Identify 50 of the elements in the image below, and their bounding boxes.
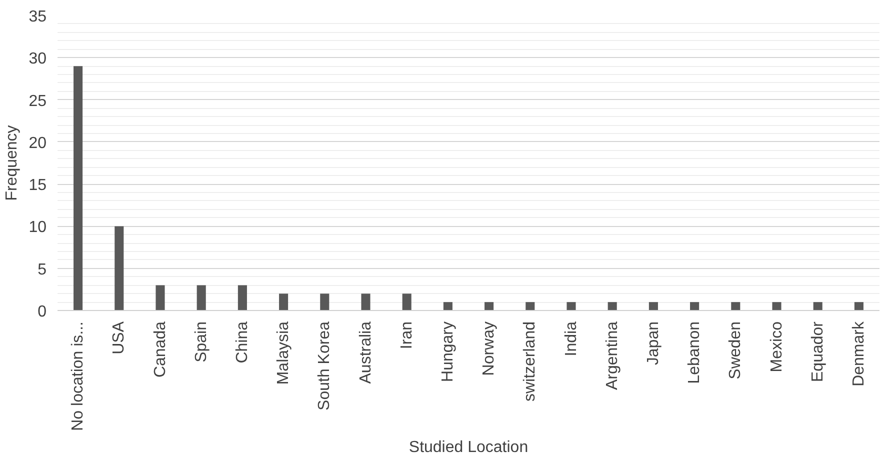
bar — [74, 66, 83, 310]
bar — [361, 294, 370, 310]
y-tick-label: 30 — [28, 50, 47, 68]
x-tick-label: Denmark — [850, 320, 868, 386]
y-tick-label: 35 — [28, 8, 47, 26]
bar — [731, 302, 740, 310]
y-tick-label: 25 — [28, 92, 47, 110]
bar — [114, 226, 124, 310]
bar — [238, 285, 247, 310]
bar — [608, 302, 617, 310]
x-tick-label: South Korea — [316, 321, 334, 410]
y-tick-label: 20 — [28, 134, 47, 152]
x-tick-label: Lebanon — [686, 321, 704, 384]
bar — [320, 294, 330, 310]
bar — [196, 285, 206, 310]
x-tick-label: Spain — [192, 322, 210, 362]
y-tick-label: 5 — [38, 261, 47, 278]
x-tick-label: Australia — [357, 321, 374, 384]
bar — [813, 302, 822, 310]
bar — [402, 294, 412, 310]
x-tick-label: Sweden — [727, 321, 744, 380]
x-tick-label: Canada — [152, 321, 169, 378]
x-axis-title: Studied Location — [408, 438, 528, 456]
x-tick-label: Malaysia — [275, 321, 292, 385]
x-tick-label: switzerland — [522, 322, 539, 402]
x-tick-label: Equador — [809, 320, 826, 382]
x-tick-label: India — [562, 321, 580, 356]
x-tick-label: No location is... — [70, 321, 87, 431]
x-tick-label: USA — [110, 321, 128, 354]
bar — [279, 294, 288, 310]
bar — [156, 285, 165, 310]
bar — [772, 302, 782, 310]
bar — [648, 302, 658, 310]
y-tick-label: 10 — [28, 219, 47, 236]
bar — [526, 302, 535, 310]
x-tick-label: China — [234, 321, 251, 364]
x-tick-label: Mexico — [768, 321, 786, 372]
bar — [443, 302, 452, 310]
y-axis-title: Frequency — [4, 125, 21, 201]
y-tick-label: 15 — [28, 177, 47, 194]
x-tick-label: Hungary — [439, 321, 456, 382]
bar — [690, 302, 700, 310]
x-tick-label: Iran — [398, 321, 416, 350]
x-tick-label: Norway — [480, 322, 498, 376]
y-tick-label: 0 — [38, 304, 47, 320]
x-tick-label: Argentina — [604, 321, 621, 390]
bar — [484, 302, 494, 310]
x-tick-label: Japan — [644, 322, 662, 366]
bar — [854, 302, 864, 310]
bar — [566, 302, 576, 310]
